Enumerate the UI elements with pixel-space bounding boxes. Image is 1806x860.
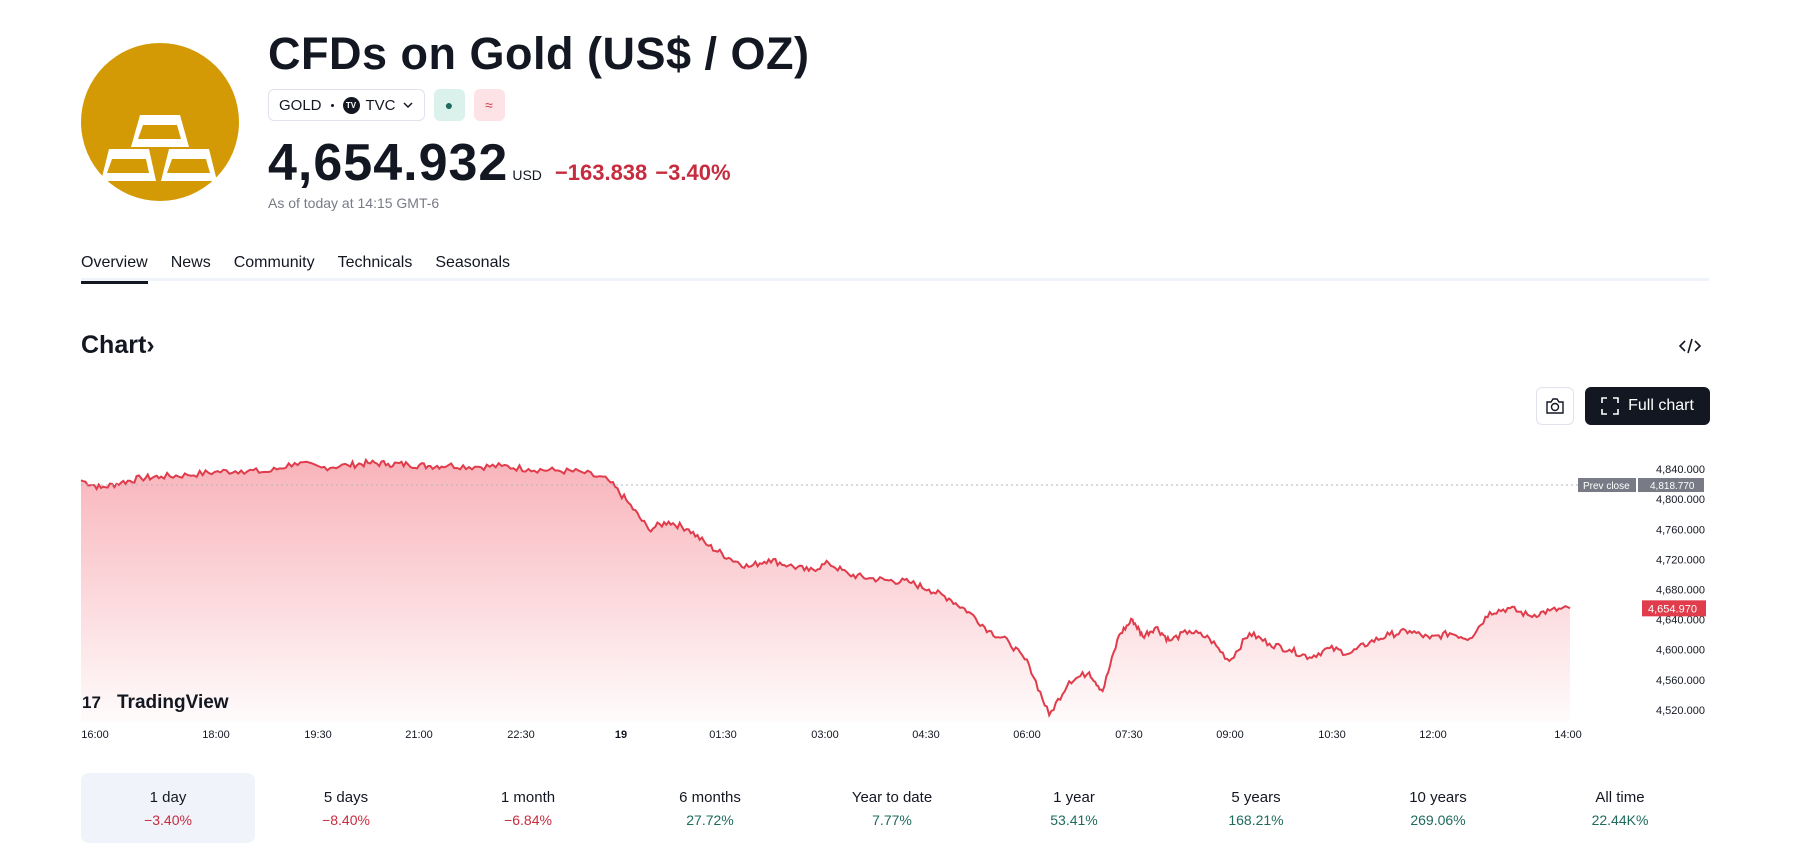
period-1-year[interactable]: 1 year 53.41% [983,773,1165,843]
y-axis-tick-label: 4,760.000 [1656,524,1705,536]
symbol-label: GOLD [279,96,322,114]
x-axis-tick-label: 06:00 [1013,729,1041,741]
chart-heading-label: Chart [81,331,147,359]
period-label: 1 year [1053,788,1095,806]
x-axis-tick-label: 04:30 [912,729,940,741]
tabs-divider [81,278,1709,281]
x-axis-tick-label: 14:00 [1554,729,1582,741]
y-axis-tick-label: 4,520.000 [1656,705,1705,717]
period-10-years[interactable]: 10 years 269.06% [1347,773,1529,843]
x-axis-tick-label: 19:30 [304,729,332,741]
period-label: 1 month [500,788,556,806]
tab-community[interactable]: Community [233,254,315,271]
tvc-logo-icon: TV [342,96,360,114]
tab-overview[interactable]: Overview [81,254,148,284]
period-change: −6.84% [504,811,552,828]
tradingview-watermark: 17 TradingView [82,692,229,713]
period-change: 22.44K% [1591,811,1649,828]
market-status-badge[interactable]: ● [433,89,465,121]
tab-news[interactable]: News [170,254,211,271]
embed-code-icon[interactable] [1678,336,1702,356]
tab-seasonals[interactable]: Seasonals [435,254,511,271]
price-change: −163.838 [554,160,648,185]
fullscreen-icon [1601,397,1619,415]
full-chart-button[interactable]: Full chart [1585,387,1710,425]
snapshot-button[interactable] [1536,387,1574,425]
prev-close-tag: Prev close 4,818.770 [1578,478,1704,493]
period-change: 53.41% [1050,811,1098,828]
tradingview-wordmark: TradingView [117,692,229,713]
y-axis-tick-label: 4,840.000 [1656,464,1705,476]
x-axis-tick-label: 01:30 [709,729,737,741]
camera-icon [1546,398,1564,414]
last-price-tag: 4,654.970 [1642,600,1706,617]
x-axis-tick-label: 12:00 [1419,729,1447,741]
period-change: −3.40% [144,811,192,828]
price-chart[interactable]: 4,840.000 4,800.000 4,760.000 4,720.000 4,68… [0,440,1806,750]
y-axis-tick-label: 4,640.000 [1656,615,1705,627]
price-area-fill [81,459,1570,722]
period-change: 27.72% [686,811,734,828]
x-axis-tick-label: 07:30 [1115,729,1143,741]
period-label: 5 years [1231,788,1281,806]
last-price-tag-value: 4,654.970 [1648,603,1697,615]
prev-close-value: 4,818.770 [1650,481,1695,492]
y-axis-tick-label: 4,560.000 [1656,675,1705,687]
symbol-chips: GOLD TV TVC ● ≈ [268,89,505,121]
period-change: 269.06% [1410,811,1466,828]
separator-dot [330,103,334,107]
gold-logo [81,43,239,201]
period-label: 5 days [323,788,369,806]
x-axis-tick-label: 16:00 [81,729,109,741]
period-change: 7.77% [872,811,912,828]
period-5-days[interactable]: 5 days −8.40% [255,773,437,843]
exchange-label: TVC [365,96,396,114]
period-label: Year to date [851,788,933,806]
x-axis-tick-label: 10:30 [1318,729,1346,741]
symbol-exchange-selector[interactable]: GOLD TV TVC [268,89,425,121]
x-axis-tick-label: 09:00 [1216,729,1244,741]
period-label: 10 years [1409,788,1467,806]
chevron-right-icon: › [146,331,155,359]
prev-close-label: Prev close [1583,481,1630,492]
tab-technicals[interactable]: Technicals [337,254,413,271]
period-label: 1 day [149,788,187,806]
period-change: 168.21% [1228,811,1284,828]
period-label: 6 months [679,788,741,806]
currency-label: USD [512,167,542,183]
y-axis-tick-label: 4,600.000 [1656,645,1705,657]
page-title: CFDs on Gold (US$ / OZ) [268,28,810,79]
period-all-time[interactable]: All time 22.44K% [1529,773,1711,843]
chevron-down-icon [402,102,413,109]
as-of-timestamp: As of today at 14:15 GMT-6 [268,195,440,211]
x-axis-tick-label: 19 [615,729,627,741]
period-1-day[interactable]: 1 day −3.40% [81,773,255,843]
y-axis-tick-label: 4,800.000 [1656,494,1705,506]
x-axis-tick-label: 21:00 [405,729,433,741]
period-6-months[interactable]: 6 months 27.72% [619,773,801,843]
tradingview-logo-icon: 17 [82,693,101,712]
period-1-month[interactable]: 1 month −6.84% [437,773,619,843]
gold-bars-icon [101,115,217,181]
price-change-percent: −3.40% [655,160,731,185]
y-axis-tick-label: 4,720.000 [1656,554,1705,566]
period-change: −8.40% [322,811,370,828]
delayed-data-badge[interactable]: ≈ [473,89,505,121]
period-year-to-date[interactable]: Year to date 7.77% [801,773,983,843]
price-line [80,457,1571,719]
section-tabs: Overview News Community Technicals Seaso… [81,254,510,284]
x-axis-tick-label: 22:30 [507,729,535,741]
period-selector: 1 day −3.40% 5 days −8.40% 1 month −6.84… [81,773,1711,843]
last-price: 4,654.932 [268,134,509,192]
chart-heading-link[interactable]: Chart› [81,331,155,360]
x-axis-tick-label: 18:00 [202,729,230,741]
full-chart-label: Full chart [1628,397,1694,414]
period-label: All time [1595,788,1645,806]
y-axis-tick-label: 4,680.000 [1656,584,1705,596]
period-5-years[interactable]: 5 years 168.21% [1165,773,1347,843]
x-axis-tick-label: 03:00 [811,729,839,741]
price-row: 4,654.932 USD −163.838 −3.40% [268,133,731,193]
